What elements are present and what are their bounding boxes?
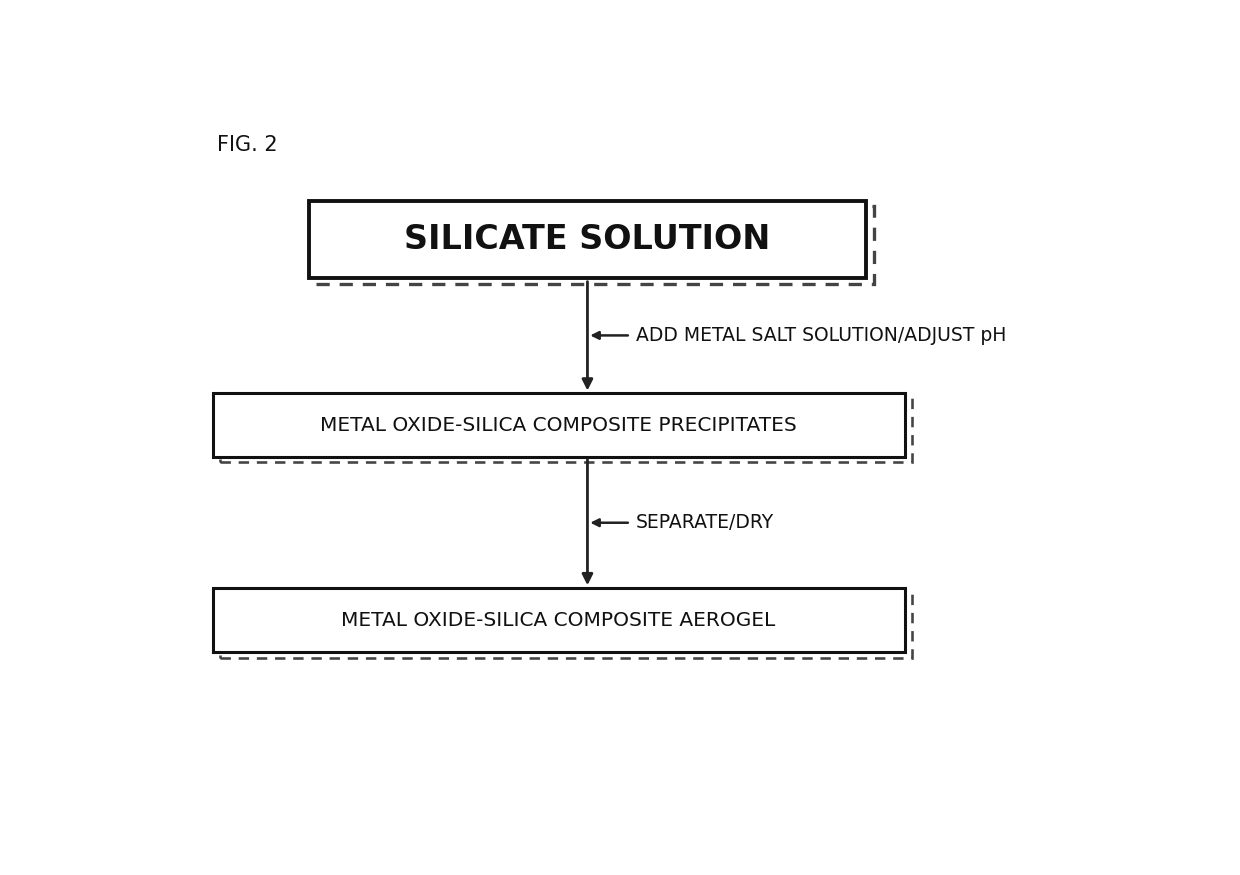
Text: FIG. 2: FIG. 2 bbox=[217, 136, 278, 156]
Text: ADD METAL SALT SOLUTION/ADJUST pH: ADD METAL SALT SOLUTION/ADJUST pH bbox=[635, 326, 1006, 345]
Text: SILICATE SOLUTION: SILICATE SOLUTION bbox=[404, 223, 770, 256]
Text: METAL OXIDE-SILICA COMPOSITE PRECIPITATES: METAL OXIDE-SILICA COMPOSITE PRECIPITATE… bbox=[320, 416, 797, 435]
Bar bbox=[316, 206, 874, 284]
Bar bbox=[213, 393, 904, 457]
Bar bbox=[221, 594, 913, 658]
Bar bbox=[221, 398, 913, 462]
Bar bbox=[213, 588, 904, 653]
Text: METAL OXIDE-SILICA COMPOSITE AEROGEL: METAL OXIDE-SILICA COMPOSITE AEROGEL bbox=[341, 611, 776, 630]
Bar bbox=[309, 201, 866, 278]
Text: SEPARATE/DRY: SEPARATE/DRY bbox=[635, 514, 774, 532]
